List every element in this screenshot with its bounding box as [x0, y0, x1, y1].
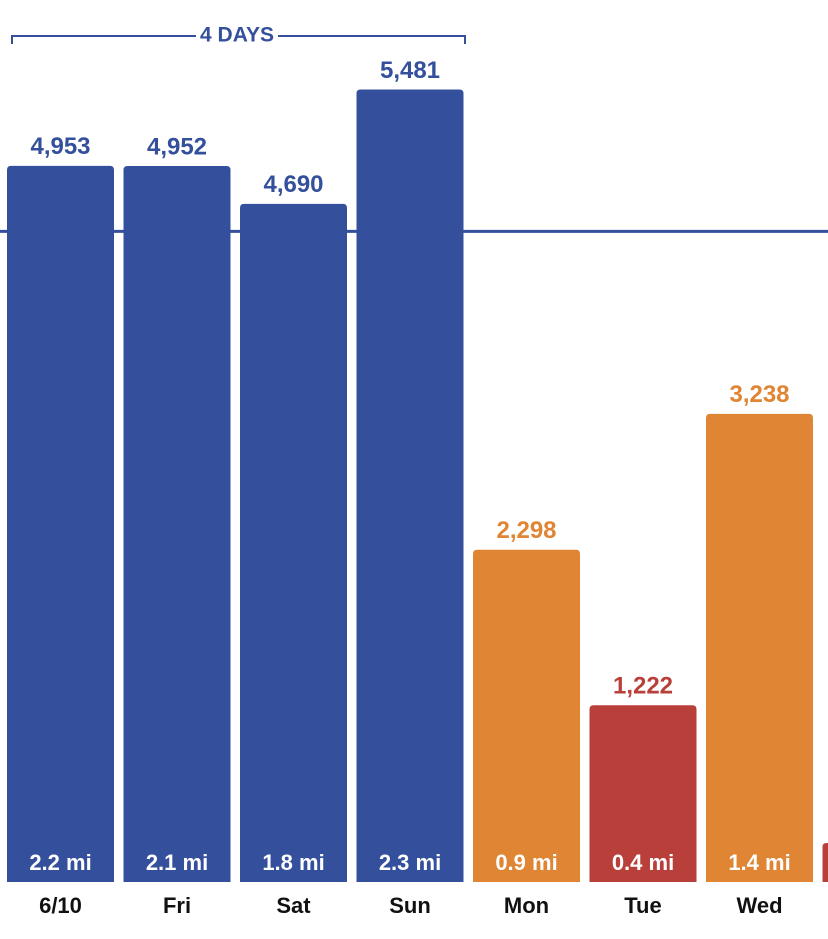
value-label: 4,952 — [147, 133, 207, 160]
value-label: 1,222 — [613, 673, 673, 700]
x-tick-label: 6/10 — [39, 893, 82, 918]
distance-label: 2.3 mi — [379, 850, 441, 875]
distance-label: 2.2 mi — [29, 850, 91, 875]
streak-bracket — [11, 35, 466, 44]
x-tick-label: Sat — [276, 893, 311, 918]
value-label: 4,690 — [263, 171, 323, 198]
x-tick-label: Mon — [504, 893, 549, 918]
bar — [473, 549, 580, 882]
streak-label: 4 DAYS — [200, 24, 274, 47]
bar — [706, 413, 813, 882]
distance-label: 1.4 mi — [728, 850, 790, 875]
distance-label: 0.9 mi — [495, 850, 557, 875]
bar — [123, 165, 231, 882]
value-label: 3,238 — [729, 381, 789, 408]
bar — [589, 705, 697, 882]
distance-label: 2.1 mi — [146, 850, 208, 875]
x-tick-label: Tue — [624, 893, 661, 918]
distance-label: 1.8 mi — [262, 850, 324, 875]
bar — [822, 842, 828, 882]
value-label: 5,481 — [380, 57, 440, 84]
bar — [240, 203, 347, 882]
value-label: 4,953 — [30, 133, 90, 160]
value-label: 2,298 — [496, 517, 556, 544]
distance-label: 0.4 mi — [612, 850, 674, 875]
bar — [356, 89, 464, 882]
bar — [7, 165, 114, 883]
x-tick-label: Fri — [163, 893, 191, 918]
x-tick-label: Sun — [389, 893, 431, 918]
x-tick-label: Wed — [736, 893, 782, 918]
